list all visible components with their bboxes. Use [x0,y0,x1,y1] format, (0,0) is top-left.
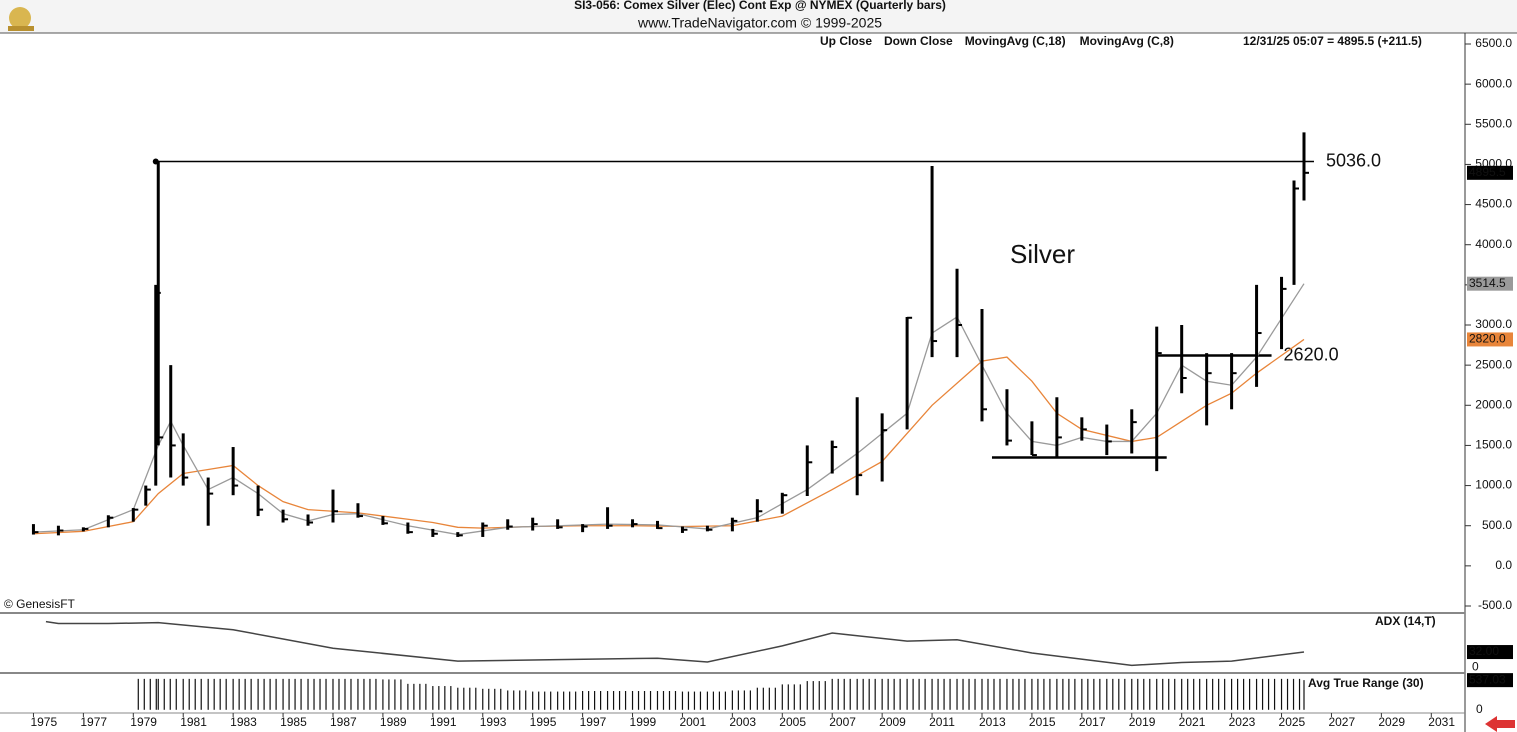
y-tick-label: 6500.0 [1475,36,1512,50]
y-tick-label: 3000.0 [1475,317,1512,331]
x-tick-label: 1995 [530,715,557,729]
level-label: 5036.0 [1326,150,1381,170]
x-tick-label: 2017 [1079,715,1106,729]
x-tick-label: 2001 [679,715,706,729]
status: 12/31/25 05:07 = 4895.5 (+211.5) [1243,34,1422,48]
x-tick-label: 2023 [1229,715,1256,729]
x-tick-label: 1987 [330,715,357,729]
x-tick-label: 2031 [1428,715,1455,729]
x-tick-label: 1991 [430,715,457,729]
x-tick-label: 2007 [829,715,856,729]
price-tag-label: 3514.5 [1469,276,1506,290]
y-tick-label: 2500.0 [1475,357,1512,371]
y-tick-label: 4500.0 [1475,197,1512,211]
legend-entry: MovingAvg (C,18) [965,34,1066,48]
price-tag [1467,276,1513,291]
x-tick-label: 2027 [1328,715,1355,729]
chart-subtitle: www.TradeNavigator.com © 1999-2025 [637,15,882,31]
value-tag-label: 32.00 [1469,644,1499,658]
y-tick-label: 0.0 [1495,558,1512,572]
x-tick-label: 2021 [1179,715,1206,729]
price-tag-label: 4895.5 [1469,165,1506,179]
annotation: Silver [1010,239,1075,269]
x-tick-label: 2015 [1029,715,1056,729]
x-tick-label: 1979 [130,715,157,729]
x-tick-label: 2003 [729,715,756,729]
panel-title: Avg True Range (30) [1308,676,1424,690]
value-tag-label: 537.03 [1469,672,1506,686]
x-tick-label: 1975 [30,715,57,729]
logo [8,7,34,31]
y-tick-label: 4000.0 [1475,237,1512,251]
price-tag [1467,332,1513,347]
level-label: 2620.0 [1284,344,1339,364]
x-tick-label: 1983 [230,715,257,729]
x-tick-label: 1985 [280,715,307,729]
x-tick-label: 1999 [630,715,657,729]
y-tick-label: 0 [1472,659,1479,673]
x-tick-label: 2011 [929,715,955,729]
x-tick-label: 2025 [1279,715,1306,729]
legend-entry: Down Close [884,34,953,48]
x-tick-label: 2019 [1129,715,1156,729]
credit: © GenesisFT [4,597,76,611]
y-tick-label: 500.0 [1482,518,1512,532]
y-tick-label: 6000.0 [1475,76,1512,90]
y-tick-label: 1000.0 [1475,478,1512,492]
panel-title: ADX (14,T) [1375,614,1436,628]
scroll-arrow[interactable] [1485,716,1515,732]
value-tag [1467,645,1513,660]
y-tick-label: 5500.0 [1475,116,1512,130]
x-tick-label: 2029 [1378,715,1405,729]
y-tick-label: 2000.0 [1475,397,1512,411]
chart-title: SI3-056: Comex Silver (Elec) Cont Exp @ … [574,0,946,12]
x-tick-label: 1993 [480,715,507,729]
y-tick-label: 1500.0 [1475,438,1512,452]
value-tag [1467,673,1513,688]
x-tick-label: 1997 [580,715,607,729]
header-band [0,0,1517,33]
x-tick-label: 2009 [879,715,906,729]
x-tick-label: 2005 [779,715,806,729]
x-tick-label: 1989 [380,715,407,729]
x-tick-label: 1981 [180,715,207,729]
x-tick-label: 2013 [979,715,1006,729]
x-tick-label: 1977 [80,715,107,729]
y-tick-label: 0 [1476,702,1483,716]
price-tag-label: 2820.0 [1469,332,1506,346]
y-tick-label: -500.0 [1478,598,1512,612]
price-tag [1467,165,1513,180]
legend-entry: Up Close [820,34,872,48]
adx-line [45,620,1305,667]
legend-entry: MovingAvg (C,8) [1080,34,1174,48]
